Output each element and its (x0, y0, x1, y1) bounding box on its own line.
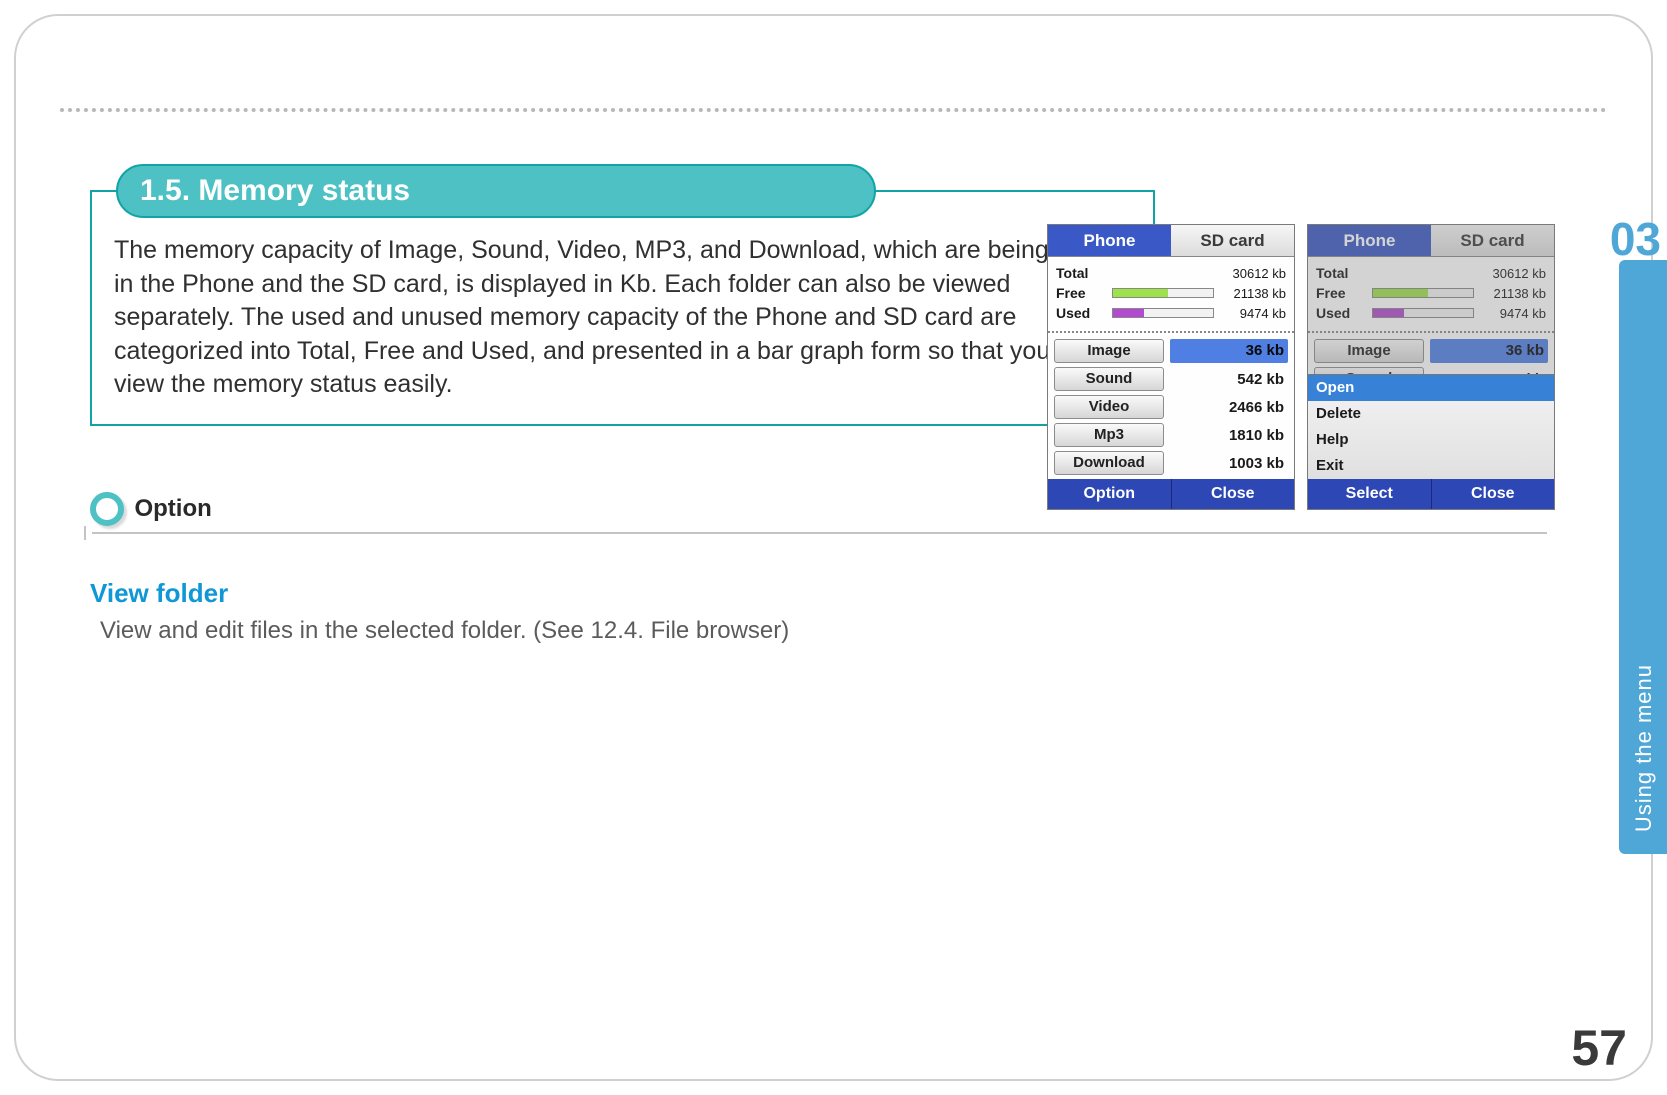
popup-item-exit[interactable]: Exit (1308, 453, 1554, 479)
section-body: The memory capacity of Image, Sound, Vid… (114, 234, 1131, 402)
view-folder-block: View folder View and edit files in the s… (90, 578, 1547, 645)
view-folder-title: View folder (90, 578, 1547, 609)
stat-total-label: Total (1056, 265, 1106, 281)
phone-screen-a: Phone SD card Total 30612 kb Free 21138 … (1047, 224, 1295, 510)
folder-val-video: 2466 kb (1170, 399, 1288, 416)
stat-free-value-b: 21138 kb (1480, 286, 1546, 301)
phone-b-tabs: Phone SD card (1308, 225, 1554, 257)
tab-sd-card[interactable]: SD card (1171, 225, 1294, 257)
stat-used: Used 9474 kb (1056, 303, 1286, 323)
softkey-option[interactable]: Option (1048, 479, 1171, 509)
phone-b-memory-stats: Total 30612 kb Free 21138 kb Used 9474 k… (1308, 257, 1554, 333)
stat-used-label-b: Used (1316, 305, 1366, 321)
softkey-close-b[interactable]: Close (1431, 479, 1555, 509)
stat-free-bar-b (1372, 288, 1474, 298)
stat-free-label-b: Free (1316, 285, 1366, 301)
stat-free-b: Free 21138 kb (1316, 283, 1546, 303)
stat-total-value-b: 30612 kb (1480, 266, 1546, 281)
section-title: 1.5. Memory status (116, 164, 876, 218)
stat-free-bar (1112, 288, 1214, 298)
option-bullet-icon (90, 492, 124, 526)
folder-btn-download[interactable]: Download (1054, 451, 1164, 475)
chapter-tab: 03 Using the menu (1619, 260, 1667, 854)
folder-val-image-b: 36 kb (1430, 339, 1548, 363)
stat-used-bar-b (1372, 308, 1474, 318)
stat-total-label-b: Total (1316, 265, 1366, 281)
view-folder-desc: View and edit files in the selected fold… (100, 617, 1547, 645)
stat-used-value: 9474 kb (1220, 306, 1286, 321)
popup-item-help[interactable]: Help (1308, 427, 1554, 453)
phone-b-softkeys: Select Close (1308, 479, 1554, 509)
folder-btn-image-b[interactable]: Image (1314, 339, 1424, 363)
stat-free-label: Free (1056, 285, 1106, 301)
stat-total-b: Total 30612 kb (1316, 263, 1546, 283)
chapter-number: 03 (1610, 212, 1661, 266)
header-dotted-divider (60, 108, 1607, 112)
stat-used-bar (1112, 308, 1214, 318)
folder-row-sound[interactable]: Sound 542 kb (1054, 365, 1288, 393)
folder-val-download: 1003 kb (1170, 455, 1288, 472)
stat-total: Total 30612 kb (1056, 263, 1286, 283)
folder-val-sound: 542 kb (1170, 371, 1288, 388)
softkey-select[interactable]: Select (1308, 479, 1431, 509)
stat-used-label: Used (1056, 305, 1106, 321)
folder-btn-mp3[interactable]: Mp3 (1054, 423, 1164, 447)
folder-val-mp3: 1810 kb (1170, 427, 1288, 444)
folder-row-video[interactable]: Video 2466 kb (1054, 393, 1288, 421)
stat-used-b: Used 9474 kb (1316, 303, 1546, 323)
folder-row-image-b[interactable]: Image 36 kb (1314, 337, 1548, 365)
page-number: 57 (1571, 1019, 1627, 1077)
section-box: 1.5. Memory status The memory capacity o… (90, 190, 1155, 426)
chapter-label: Using the menu (1631, 664, 1657, 832)
folder-btn-sound[interactable]: Sound (1054, 367, 1164, 391)
tab-phone-b[interactable]: Phone (1308, 225, 1431, 257)
popup-item-open[interactable]: Open (1308, 375, 1554, 401)
phone-screen-b: Phone SD card Total 30612 kb Free 21138 … (1307, 224, 1555, 510)
tab-phone[interactable]: Phone (1048, 225, 1171, 257)
option-popup-menu: Open Delete Help Exit (1308, 374, 1554, 479)
stat-total-value: 30612 kb (1220, 266, 1286, 281)
phone-a-tabs: Phone SD card (1048, 225, 1294, 257)
phone-a-softkeys: Option Close (1048, 479, 1294, 509)
folder-btn-video[interactable]: Video (1054, 395, 1164, 419)
folder-val-image: 36 kb (1170, 339, 1288, 363)
phone-screenshots: Phone SD card Total 30612 kb Free 21138 … (1047, 224, 1555, 510)
folder-row-download[interactable]: Download 1003 kb (1054, 449, 1288, 477)
stat-free-value: 21138 kb (1220, 286, 1286, 301)
popup-item-delete[interactable]: Delete (1308, 401, 1554, 427)
folder-row-mp3[interactable]: Mp3 1810 kb (1054, 421, 1288, 449)
softkey-close[interactable]: Close (1171, 479, 1295, 509)
phone-a-memory-stats: Total 30612 kb Free 21138 kb Used 9474 k… (1048, 257, 1294, 333)
stat-free: Free 21138 kb (1056, 283, 1286, 303)
tab-sd-card-b[interactable]: SD card (1431, 225, 1554, 257)
phone-a-folder-list: Image 36 kb Sound 542 kb Video 2466 kb M… (1048, 333, 1294, 479)
option-heading: Option (134, 495, 211, 522)
folder-row-image[interactable]: Image 36 kb (1054, 337, 1288, 365)
folder-btn-image[interactable]: Image (1054, 339, 1164, 363)
stat-used-value-b: 9474 kb (1480, 306, 1546, 321)
option-underline (92, 532, 1547, 534)
